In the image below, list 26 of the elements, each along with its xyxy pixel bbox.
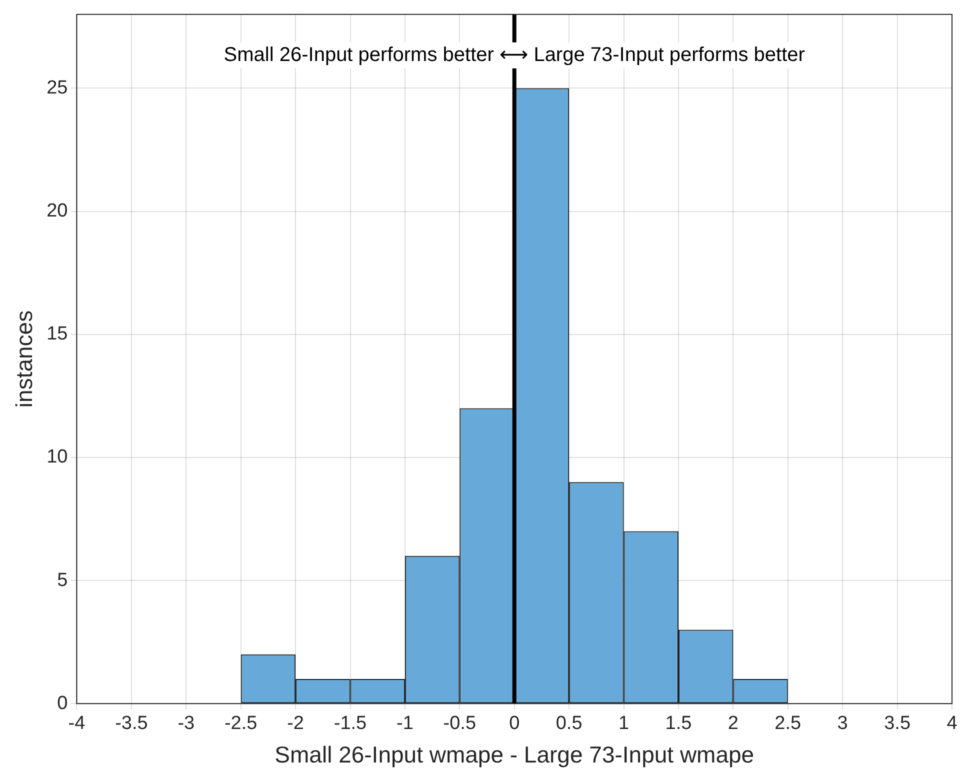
x-axis-title: Small 26-Input wmape - Large 73-Input wmape [274,742,754,768]
y-tick-label: 5 [57,570,68,591]
x-tick-label: 1 [618,713,630,734]
x-tick-label: 3.5 [884,713,911,734]
x-tick-label: -1.5 [334,713,367,734]
y-tick-label: 20 [46,200,68,222]
x-tick-label: -0.5 [443,713,476,734]
x-tick-label: 0.5 [556,713,582,734]
x-tick-label: -2 [287,713,304,734]
x-tick-label: 0 [509,713,520,734]
y-tick-label: 0 [57,692,68,714]
x-tick-label: -3.5 [115,713,148,734]
y-axis-title: instances [11,310,38,408]
x-tick-label: -2.5 [224,713,258,734]
annotation: Small 26-Input performs better ⟷ Large 73-Input performs better [224,44,806,66]
x-tick-label: 2.5 [774,713,802,734]
y-tick-label: 15 [46,324,68,345]
y-tick-label: 10 [46,446,68,468]
x-tick-label: -4 [68,713,86,734]
x-tick-label: 1.5 [665,713,692,734]
x-tick-label: 4 [946,713,958,734]
x-tick-label: -3 [178,713,195,734]
x-tick-label: -1 [396,713,414,734]
x-tick-label: 2 [728,713,738,734]
x-tick-label: 3 [837,713,848,734]
y-tick-label: 25 [46,77,68,98]
